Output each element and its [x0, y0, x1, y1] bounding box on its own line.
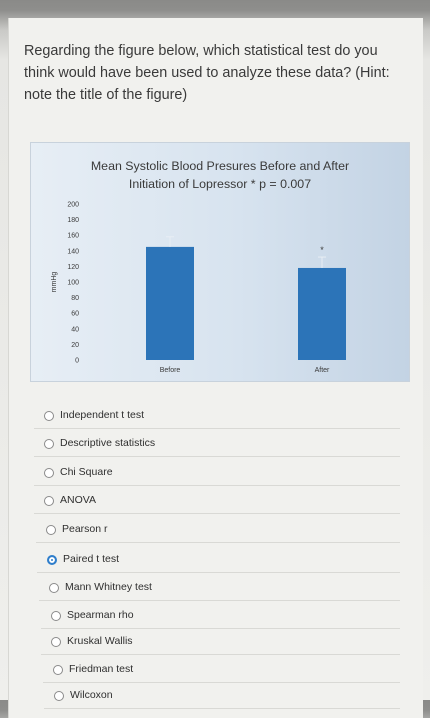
y-tick-label: 100: [67, 280, 79, 287]
y-tick-label: 160: [67, 233, 79, 240]
option-label[interactable]: Independent t test: [60, 409, 145, 421]
chart-figure: Mean Systolic Blood Presures Before and …: [30, 142, 410, 382]
chart-title: Mean Systolic Blood Presures Before and …: [31, 157, 409, 193]
radio-button[interactable]: [44, 411, 54, 421]
option-label[interactable]: ANOVA: [60, 494, 96, 506]
option-label[interactable]: Paired t test: [63, 553, 120, 565]
option-divider: [34, 513, 400, 514]
chart-title-line2: Initiation of Lopressor * p = 0.007: [128, 177, 312, 191]
y-tick-label: 0: [75, 358, 79, 365]
significance-marker: *: [320, 245, 324, 255]
radio-button[interactable]: [46, 525, 56, 535]
x-tick-label: After: [315, 367, 330, 374]
radio-button[interactable]: [51, 611, 61, 621]
option-label[interactable]: Kruskal Wallis: [67, 635, 133, 647]
option-divider: [37, 572, 400, 573]
option-divider: [44, 708, 400, 709]
y-tick-label: 120: [67, 264, 79, 271]
y-tick-label: 200: [67, 202, 79, 209]
option-divider: [43, 682, 400, 683]
bar-before: [146, 246, 194, 360]
y-tick-label: 180: [67, 217, 79, 224]
radio-button[interactable]: [44, 468, 54, 478]
y-tick-label: 40: [71, 326, 79, 333]
bar-after: [298, 267, 346, 360]
radio-button[interactable]: [51, 637, 61, 647]
radio-button[interactable]: [44, 439, 54, 449]
radio-button[interactable]: [44, 496, 54, 506]
y-tick-label: 80: [71, 295, 79, 302]
option-label[interactable]: Wilcoxon: [70, 689, 113, 701]
option-divider: [34, 456, 400, 457]
option-label[interactable]: Descriptive statistics: [60, 437, 156, 449]
option-divider: [41, 654, 400, 655]
y-tick-label: 140: [67, 248, 79, 255]
option-label[interactable]: Spearman rho: [67, 609, 134, 621]
y-tick-label: 20: [71, 342, 79, 349]
option-divider: [34, 485, 400, 486]
option-label[interactable]: Chi Square: [60, 466, 113, 478]
option-label[interactable]: Mann Whitney test: [65, 581, 152, 593]
x-tick-label: Before: [160, 367, 181, 374]
radio-button[interactable]: [53, 665, 63, 675]
option-divider: [36, 542, 400, 543]
y-axis-label: mmHg: [51, 272, 58, 293]
radio-button-selected[interactable]: [47, 555, 57, 565]
radio-button[interactable]: [49, 583, 59, 593]
option-divider: [34, 428, 400, 429]
y-tick-label: 60: [71, 311, 79, 318]
option-label[interactable]: Pearson r: [62, 523, 108, 535]
option-divider: [39, 600, 400, 601]
chart-title-line1: Mean Systolic Blood Presures Before and …: [90, 159, 350, 173]
option-label[interactable]: Friedman test: [69, 663, 134, 675]
option-divider: [41, 628, 400, 629]
question-text: Regarding the figure below, which statis…: [24, 43, 390, 103]
